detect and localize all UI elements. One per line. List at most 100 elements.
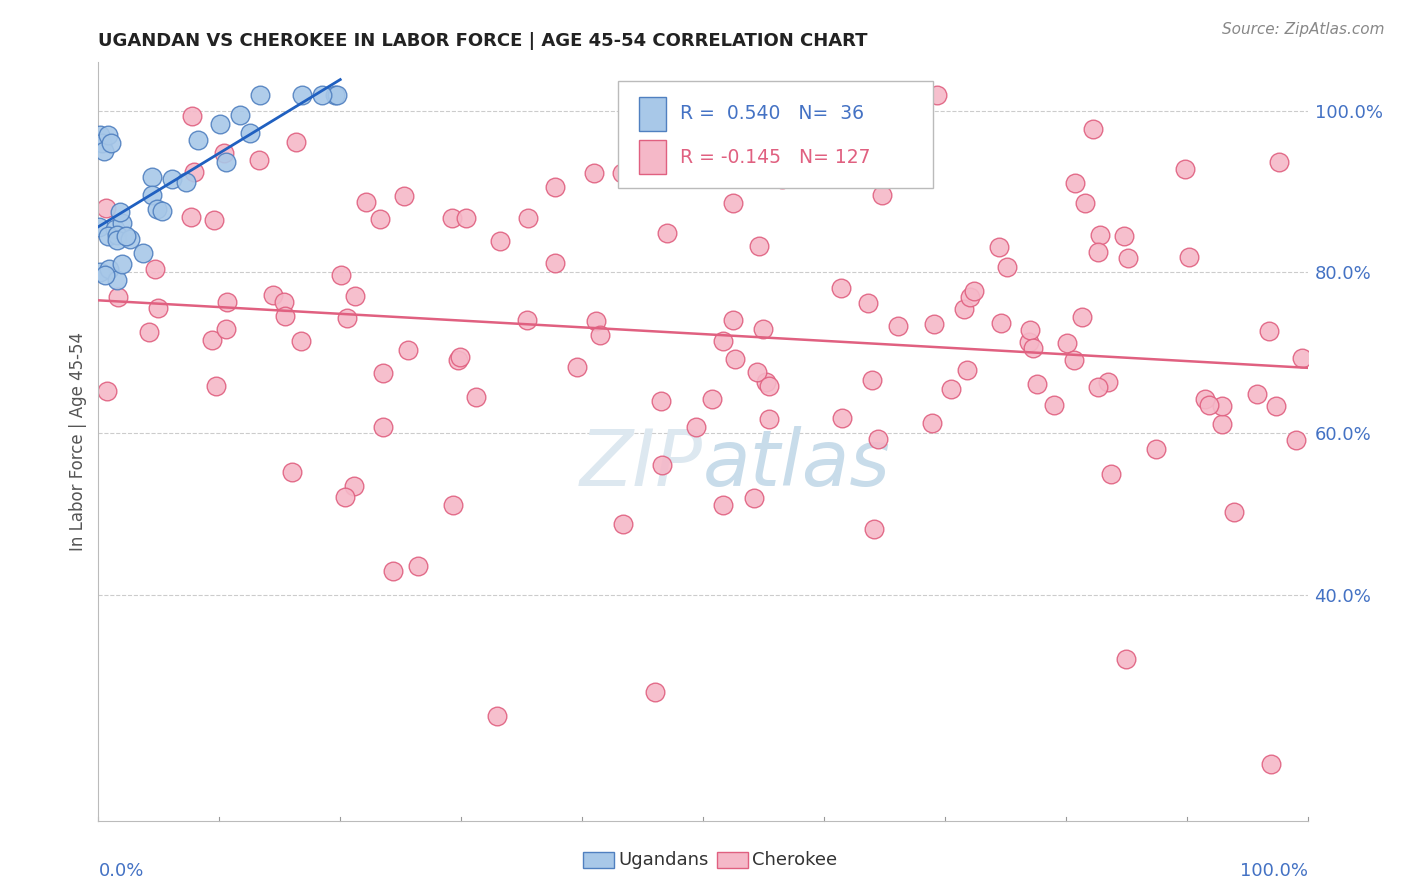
- Point: [1268, 154, 1291, 169]
- Point: [141, 188, 163, 202]
- Point: [661, 161, 683, 176]
- Point: [862, 373, 884, 387]
- Point: [770, 172, 793, 186]
- Point: [333, 490, 356, 504]
- Point: [290, 334, 312, 348]
- Point: [1087, 245, 1109, 260]
- Point: [396, 343, 419, 357]
- Point: [183, 165, 205, 179]
- Point: [995, 260, 1018, 274]
- Point: [1246, 387, 1268, 401]
- Point: [138, 326, 160, 340]
- Point: [1087, 379, 1109, 393]
- Point: [89, 265, 111, 279]
- Point: [87, 220, 110, 235]
- Point: [1198, 398, 1220, 412]
- Point: [330, 268, 353, 282]
- Point: [247, 153, 270, 167]
- Point: [180, 210, 202, 224]
- Y-axis label: In Labor Force | Age 45-54: In Labor Force | Age 45-54: [69, 332, 87, 551]
- Point: [1211, 417, 1233, 431]
- Point: [721, 196, 744, 211]
- Point: [755, 375, 778, 389]
- Point: [97, 261, 120, 276]
- Point: [94, 268, 117, 282]
- Point: [1074, 195, 1097, 210]
- Point: [831, 410, 853, 425]
- Point: [111, 217, 134, 231]
- Point: [262, 287, 284, 301]
- Point: [212, 146, 235, 161]
- Text: Cherokee: Cherokee: [752, 851, 838, 869]
- Point: [1018, 323, 1040, 337]
- Point: [650, 394, 672, 409]
- Point: [655, 226, 678, 240]
- Point: [544, 256, 567, 270]
- Point: [96, 384, 118, 398]
- Point: [311, 87, 333, 102]
- Point: [758, 379, 780, 393]
- Point: [1112, 229, 1135, 244]
- Point: [1064, 176, 1087, 190]
- Point: [1285, 433, 1308, 447]
- Point: [711, 499, 734, 513]
- Point: [987, 240, 1010, 254]
- Point: [1144, 442, 1167, 456]
- Point: [1063, 353, 1085, 368]
- Point: [187, 133, 209, 147]
- Point: [1291, 351, 1313, 366]
- Point: [110, 257, 132, 271]
- Point: [921, 416, 943, 430]
- Point: [132, 246, 155, 260]
- Point: [565, 359, 588, 374]
- Point: [217, 294, 239, 309]
- Point: [685, 420, 707, 434]
- Point: [664, 141, 686, 155]
- Point: [1174, 162, 1197, 177]
- Point: [382, 564, 405, 578]
- Point: [229, 108, 252, 122]
- Point: [118, 232, 141, 246]
- Point: [1097, 375, 1119, 389]
- Point: [356, 195, 378, 210]
- Point: [146, 202, 169, 216]
- Point: [281, 465, 304, 479]
- Text: R =  0.540   N=  36: R = 0.540 N= 36: [681, 104, 865, 123]
- FancyBboxPatch shape: [619, 81, 932, 187]
- Point: [1260, 757, 1282, 772]
- Text: 100.0%: 100.0%: [1240, 863, 1308, 880]
- Point: [488, 234, 510, 248]
- Point: [748, 239, 770, 253]
- Point: [449, 350, 471, 364]
- Point: [516, 313, 538, 327]
- Point: [1021, 341, 1043, 355]
- Point: [143, 262, 166, 277]
- Point: [160, 171, 183, 186]
- Point: [830, 281, 852, 295]
- Point: [202, 212, 225, 227]
- Point: [100, 136, 122, 150]
- Point: [1178, 251, 1201, 265]
- Point: [323, 87, 346, 102]
- Point: [371, 366, 394, 380]
- Point: [97, 128, 120, 142]
- Point: [1258, 324, 1281, 338]
- Point: [441, 498, 464, 512]
- Point: [104, 221, 127, 235]
- Point: [1018, 334, 1040, 349]
- Point: [724, 351, 747, 366]
- Point: [141, 170, 163, 185]
- Point: [146, 301, 169, 316]
- Point: [273, 294, 295, 309]
- Point: [745, 365, 768, 379]
- Point: [612, 517, 634, 532]
- FancyBboxPatch shape: [638, 97, 665, 131]
- Point: [1115, 652, 1137, 666]
- Point: [336, 311, 359, 326]
- Point: [610, 166, 633, 180]
- Point: [1194, 392, 1216, 406]
- Text: UGANDAN VS CHEROKEE IN LABOR FORCE | AGE 45-54 CORRELATION CHART: UGANDAN VS CHEROKEE IN LABOR FORCE | AGE…: [98, 32, 868, 50]
- Point: [1043, 398, 1066, 412]
- Point: [465, 390, 488, 404]
- Point: [343, 289, 366, 303]
